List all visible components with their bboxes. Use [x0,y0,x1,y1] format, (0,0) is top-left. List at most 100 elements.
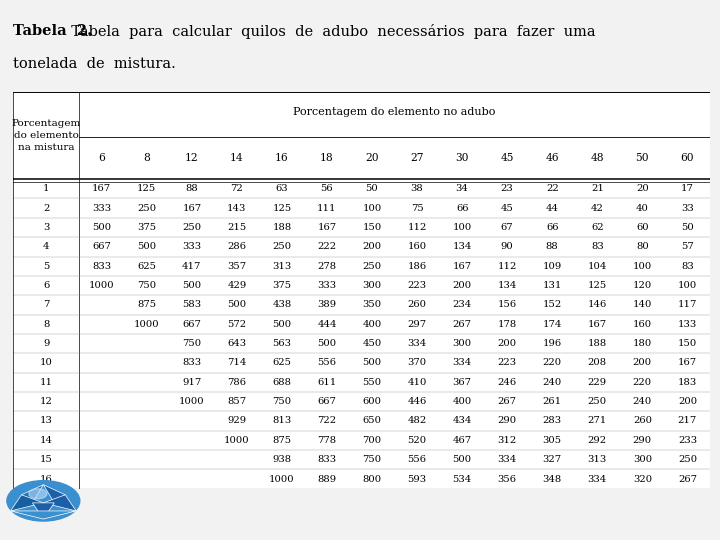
Text: 56: 56 [320,184,333,193]
Text: 10: 10 [40,359,53,367]
Text: 500: 500 [182,281,202,290]
Text: 34: 34 [456,184,469,193]
Text: 300: 300 [453,339,472,348]
Text: 100: 100 [452,223,472,232]
Text: 700: 700 [362,436,382,445]
Text: 62: 62 [591,223,603,232]
Text: 140: 140 [633,300,652,309]
Text: 334: 334 [498,455,517,464]
Text: 833: 833 [92,262,112,271]
Text: 83: 83 [591,242,603,251]
Text: 320: 320 [633,475,652,483]
Text: 417: 417 [182,262,202,271]
Text: 333: 333 [182,242,202,251]
Text: 186: 186 [408,262,427,271]
Text: 286: 286 [228,242,246,251]
Text: 750: 750 [182,339,202,348]
Text: 305: 305 [543,436,562,445]
Text: 261: 261 [543,397,562,406]
Text: 50: 50 [366,184,379,193]
Text: 8: 8 [43,320,49,329]
Text: 750: 750 [362,455,382,464]
Text: 63: 63 [276,184,288,193]
Text: 240: 240 [633,397,652,406]
Polygon shape [11,495,43,511]
Text: 467: 467 [453,436,472,445]
Text: 50: 50 [636,153,649,163]
Text: 233: 233 [678,436,697,445]
Text: 283: 283 [543,416,562,426]
Text: 500: 500 [92,223,112,232]
Text: 44: 44 [546,204,559,213]
Text: 593: 593 [408,475,427,483]
Text: 520: 520 [408,436,427,445]
Text: 260: 260 [633,416,652,426]
Text: 200: 200 [362,242,382,251]
Text: 220: 220 [633,378,652,387]
Text: 167: 167 [182,204,202,213]
Text: 50: 50 [681,223,694,232]
Text: 208: 208 [588,359,607,367]
Text: 334: 334 [408,339,427,348]
Text: 333: 333 [318,281,336,290]
Text: 125: 125 [272,204,292,213]
Text: 250: 250 [182,223,202,232]
Text: 125: 125 [137,184,156,193]
Text: 66: 66 [546,223,559,232]
Text: 278: 278 [318,262,336,271]
Text: 300: 300 [362,281,382,290]
Text: 667: 667 [92,242,111,251]
Text: 3: 3 [43,223,49,232]
Text: 240: 240 [543,378,562,387]
Text: 292: 292 [588,436,607,445]
Polygon shape [32,503,54,519]
Text: 434: 434 [452,416,472,426]
Text: 45: 45 [500,153,514,163]
Text: 800: 800 [362,475,382,483]
Text: 667: 667 [318,397,336,406]
Text: 813: 813 [272,416,292,426]
Text: 40: 40 [636,204,649,213]
Text: 312: 312 [498,436,517,445]
Text: 367: 367 [453,378,472,387]
Text: 875: 875 [138,300,156,309]
Text: 100: 100 [678,281,697,290]
Text: 250: 250 [272,242,292,251]
Text: 167: 167 [453,262,472,271]
Text: 48: 48 [590,153,604,163]
Text: 750: 750 [138,281,156,290]
Text: 131: 131 [543,281,562,290]
Text: 722: 722 [318,416,336,426]
Text: 42: 42 [591,204,604,213]
Text: 38: 38 [410,184,423,193]
Text: 357: 357 [228,262,246,271]
Text: 450: 450 [362,339,382,348]
Text: 444: 444 [318,320,337,329]
Text: 267: 267 [498,397,517,406]
Text: 21: 21 [591,184,604,193]
Text: 30: 30 [455,153,469,163]
Text: 66: 66 [456,204,469,213]
Text: 196: 196 [543,339,562,348]
Text: 217: 217 [678,416,697,426]
Text: 200: 200 [678,397,697,406]
Text: 88: 88 [546,242,559,251]
Text: 183: 183 [678,378,697,387]
Text: 75: 75 [410,204,423,213]
Text: 27: 27 [410,153,424,163]
Text: 18: 18 [320,153,334,163]
Text: 611: 611 [318,378,336,387]
Text: Tabela  para  calcular  quilos  de  adubo  necessários  para  fazer  uma: Tabela para calcular quilos de adubo nec… [62,24,595,39]
Text: 223: 223 [408,281,427,290]
Text: 180: 180 [633,339,652,348]
Text: 125: 125 [588,281,607,290]
Text: 22: 22 [546,184,559,193]
Text: 500: 500 [272,320,292,329]
Text: 300: 300 [633,455,652,464]
Text: 167: 167 [318,223,336,232]
Text: 917: 917 [182,378,202,387]
Text: 14: 14 [230,153,243,163]
Polygon shape [43,495,76,511]
Text: 1000: 1000 [134,320,160,329]
Text: 500: 500 [318,339,336,348]
